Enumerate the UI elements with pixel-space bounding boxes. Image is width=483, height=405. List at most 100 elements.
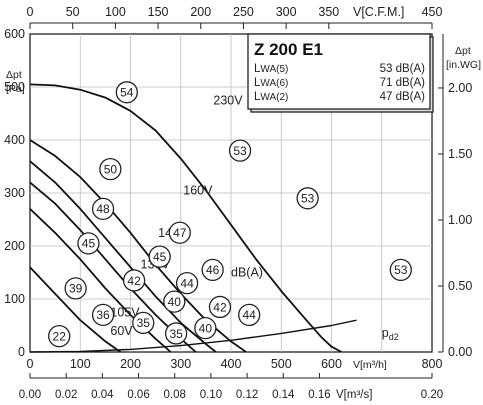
- dba-marker-circle: [64, 277, 87, 300]
- x-bottom-tick-label: 300: [170, 357, 191, 371]
- dba-marker: 53: [296, 187, 319, 210]
- dba-marker-circle: [99, 157, 122, 181]
- dba-marker-circle: [48, 324, 71, 348]
- dba-marker-value: 44: [243, 308, 257, 322]
- dba-marker: 36: [91, 303, 115, 327]
- dba-marker-circle: [77, 232, 100, 255]
- dba-marker-circle: [296, 187, 319, 210]
- curve-label: 230V: [213, 93, 243, 107]
- x-bottom2-tick-label: 0.04: [91, 389, 114, 401]
- x-bottom2-unit-label: V[m³/s]: [336, 389, 372, 401]
- y-left-tick-label: 500: [4, 80, 25, 94]
- dba-marker-circle: [91, 197, 115, 221]
- dba-marker: 47: [168, 221, 191, 244]
- x-bottom2-tick-label: 0.08: [164, 389, 186, 401]
- x-bottom2-tick-label: 0.06: [127, 389, 149, 401]
- legend-box: Z 200 E1 LWA(5) 53 dB(A)LWA(6) 71 dB(A)LWA…: [247, 33, 434, 113]
- dba-marker-circle: [91, 303, 115, 327]
- y-right-label-top: Δpt: [455, 45, 471, 57]
- y-left-tick-label: 200: [4, 239, 25, 253]
- x-top-tick-label: 450: [422, 5, 443, 19]
- x-bottom-tick-label: 200: [120, 357, 141, 371]
- legend-row-sub: WA(6): [260, 78, 288, 89]
- dba-marker: 50: [99, 157, 122, 181]
- dba-marker: 44: [175, 271, 199, 295]
- x-top-unit-label: V[C.F.M.]: [353, 5, 404, 19]
- dba-marker-value: 44: [180, 276, 194, 290]
- y-left-tick-label: 100: [4, 292, 25, 306]
- x-top-tick-label: 250: [233, 5, 254, 19]
- pd2-label: pd2: [382, 326, 399, 342]
- x-bottom2-tick-label: 0.12: [236, 389, 258, 401]
- dba-marker-circle: [208, 295, 232, 319]
- curve-label: 160V: [183, 183, 213, 197]
- curves: [29, 83, 357, 353]
- curve-105v: [29, 208, 172, 353]
- y-right-tick-label: 1.50: [448, 147, 472, 161]
- dba-marker-value: 53: [301, 192, 315, 206]
- legend-row-label: LWA(5): [254, 63, 288, 75]
- curve-pd2: [29, 319, 357, 353]
- dba-marker-circle: [164, 322, 188, 345]
- dba-marker-circle: [168, 221, 191, 244]
- x-bottom-tick-label: 600: [321, 357, 342, 371]
- chart-title: Z 200 E1: [254, 40, 323, 59]
- y-right-tick-label: 2.00: [448, 81, 472, 95]
- legend-row-label: LWA(2): [254, 91, 288, 103]
- dba-marker-circle: [228, 139, 252, 162]
- dba-marker: 35: [164, 322, 188, 345]
- dba-marker: 40: [163, 290, 186, 313]
- dba-marker-circle: [122, 269, 146, 292]
- legend-background: [247, 33, 431, 110]
- dba-marker-value: 45: [153, 250, 167, 264]
- y-right-tick-label: 1.00: [448, 213, 472, 227]
- x-top-tick-label: 100: [105, 5, 126, 19]
- dba-marker: 48: [91, 197, 115, 221]
- dba-marker-circle: [115, 81, 138, 104]
- pd2-label-sub: d2: [389, 332, 399, 342]
- dba-marker-circle: [238, 303, 261, 327]
- dba-marker-circle: [175, 271, 199, 295]
- x-top-tick-label: 50: [66, 5, 80, 19]
- dba-marker-value: 40: [199, 321, 213, 335]
- dba-marker-circle: [132, 311, 155, 335]
- dba-marker-circle: [201, 258, 224, 282]
- x-bottom2-tick-label: 0.16: [308, 389, 330, 401]
- x-bottom2-tick-label: 0.14: [272, 389, 295, 401]
- x-top-tick-label: 300: [276, 5, 297, 19]
- x-bottom2-tick-label: 0.10: [200, 389, 222, 401]
- curve-labels: 230V160V145V130V105V60VdB(A)pd2: [110, 93, 398, 342]
- dba-marker-value: 54: [120, 86, 134, 100]
- x-bottom-tick-label: 400: [221, 357, 242, 371]
- dba-marker: 46: [201, 258, 224, 282]
- dba-marker: 44: [238, 303, 261, 327]
- dba-marker-value: 50: [104, 162, 118, 176]
- x-bottom2-tick-label: 0.20: [421, 389, 443, 401]
- y-left-tick-label: 400: [4, 133, 25, 147]
- y-right-tick-label: 0.50: [448, 279, 472, 293]
- x-bottom-tick-label: 500: [271, 357, 292, 371]
- x-bottom2-tick-label: 0.02: [55, 389, 77, 401]
- y-left-tick-label: 600: [4, 27, 25, 41]
- legend-row-sub: WA(2): [260, 92, 288, 103]
- dba-marker-value: 53: [233, 144, 247, 158]
- dba-marker: 53: [389, 258, 412, 282]
- y-right-tick-label: 0.00: [448, 345, 472, 359]
- dba-marker-value: 42: [213, 300, 227, 314]
- y-left-label-unit: [Pa]: [6, 83, 25, 95]
- x-bottom-tick-label: 0: [27, 357, 34, 371]
- dba-marker: 40: [194, 316, 217, 340]
- y-left-tick-label: 300: [4, 186, 25, 200]
- x-bottom-tick-label: 800: [422, 357, 443, 371]
- dba-marker-value: 40: [168, 295, 182, 309]
- legend-row-value: 47 dB(A): [380, 91, 426, 103]
- legend-row-sub: WA(5): [260, 64, 288, 75]
- x-bottom-tick-label: 100: [70, 357, 91, 371]
- dba-marker: 53: [228, 139, 252, 162]
- curve-60v: [29, 266, 122, 353]
- dba-marker-value: 35: [137, 316, 151, 330]
- dba-marker: 42: [122, 269, 146, 292]
- dba-marker: 39: [64, 277, 87, 300]
- legend-rows: LWA(5) 53 dB(A) LWA(6) 71 dB(A) LWA(2) 47 dB(…: [254, 63, 425, 103]
